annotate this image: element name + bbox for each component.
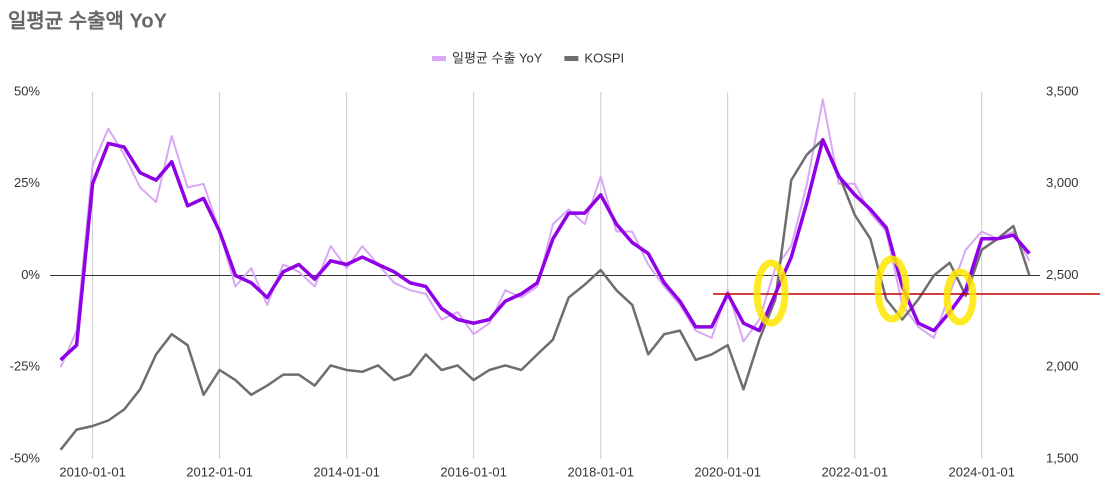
y2-tick-label: 2,500 — [1046, 267, 1079, 282]
legend-label: KOSPI — [584, 50, 624, 65]
highlight — [943, 268, 977, 326]
highlight — [874, 255, 910, 323]
y-tick-label: -50% — [10, 450, 41, 465]
legend-label: 일평균 수출 YoY — [452, 50, 543, 65]
annotations — [713, 255, 1100, 327]
x-tick-label: 2014-01-01 — [313, 464, 380, 479]
x-tick-label: 2018-01-01 — [567, 464, 634, 479]
legend-swatch — [564, 56, 579, 61]
y2-tick-label: 3,500 — [1046, 83, 1079, 98]
y-tick-label: 50% — [14, 83, 40, 98]
series-line — [59, 137, 1031, 362]
grid — [50, 92, 1040, 459]
series-line — [59, 98, 1031, 368]
x-tick-label: 2022-01-01 — [822, 464, 889, 479]
y-tick-label: 0% — [21, 267, 40, 282]
highlight — [753, 259, 789, 327]
y2-tick-label: 2,000 — [1046, 359, 1079, 374]
y-tick-label: 25% — [14, 175, 40, 190]
y2-tick-label: 3,000 — [1046, 175, 1079, 190]
x-tick-label: 2020-01-01 — [694, 464, 761, 479]
y2-tick-label: 1,500 — [1046, 450, 1079, 465]
legend-swatch — [432, 56, 446, 61]
y-tick-label: -25% — [10, 359, 41, 374]
lines — [59, 98, 1031, 451]
x-tick-label: 2010-01-01 — [59, 464, 126, 479]
chart-title: 일평균 수출액 YoY — [8, 9, 168, 32]
x-tick-label: 2016-01-01 — [440, 464, 507, 479]
series-line — [59, 138, 1031, 451]
x-tick-label: 2024-01-01 — [948, 464, 1015, 479]
x-tick-label: 2012-01-01 — [186, 464, 253, 479]
